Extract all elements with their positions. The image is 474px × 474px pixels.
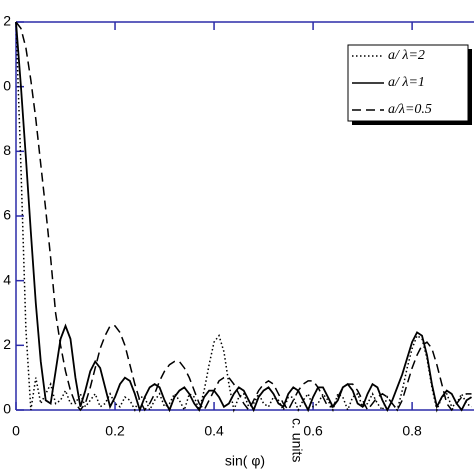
annotation: c. units [289, 418, 305, 462]
y-tick-label: 2 [3, 13, 11, 29]
x-tick-label: 0.6 [303, 423, 323, 439]
y-tick-label: 0 [3, 77, 11, 93]
y-tick-label: 0 [3, 401, 11, 417]
x-tick-label: 0.4 [204, 423, 224, 439]
y-tick-label: 4 [3, 271, 11, 287]
line-series [15, 21, 472, 413]
y-tick-label: 2 [3, 336, 11, 352]
legend-label: a/ λ=2 [388, 48, 425, 63]
x-axis-label: sin( φ) [225, 453, 265, 469]
y-tick-label: 6 [3, 207, 11, 223]
y-tick-label: 8 [3, 142, 11, 158]
line-series [15, 21, 473, 413]
line-series [15, 21, 472, 412]
x-tick-label: 0 [12, 423, 20, 439]
legend-label: a/λ=0.5 [388, 102, 432, 117]
x-tick-label: 0.2 [105, 423, 125, 439]
x-tick-label: 0.8 [402, 423, 422, 439]
legend-label: a/ λ=1 [388, 75, 425, 90]
